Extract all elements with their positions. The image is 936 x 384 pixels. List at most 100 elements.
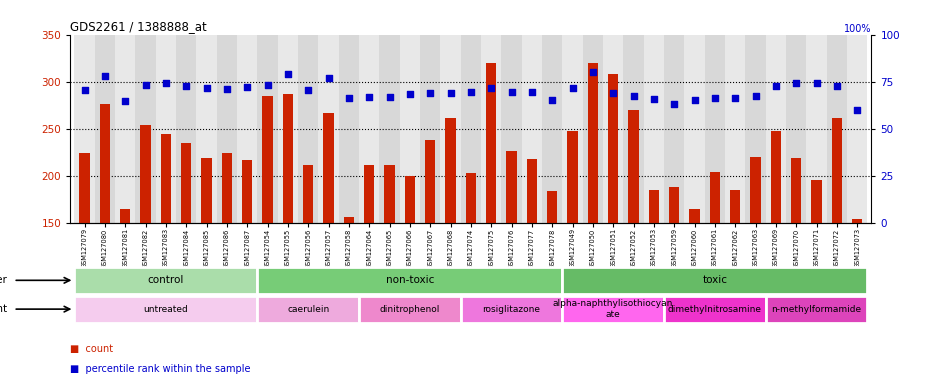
Bar [603,35,622,223]
Bar [216,35,237,223]
Text: caerulein: caerulein [286,305,329,314]
Bar [486,63,496,364]
Bar [257,296,358,323]
Bar [628,110,638,364]
Bar [80,153,90,364]
Bar [664,35,683,223]
Point [259,82,274,88]
Bar [197,35,216,223]
Point [198,85,213,91]
Point [361,94,376,100]
Point [422,90,437,96]
Point [666,101,681,107]
Point [585,69,600,75]
Bar [379,35,400,223]
Point [808,80,823,86]
Point [463,89,478,95]
Text: 100%: 100% [843,24,870,34]
Bar [806,35,826,223]
Point [605,90,620,96]
Bar [237,35,257,223]
Text: agent: agent [0,304,7,314]
Point [300,87,315,93]
Bar [400,35,419,223]
Point [564,85,579,91]
Bar [547,191,557,364]
Bar [562,296,664,323]
Bar [622,35,643,223]
Point [341,94,356,101]
Bar [826,35,846,223]
Bar [724,35,744,223]
Bar [790,158,800,364]
Bar [785,35,806,223]
Bar [181,143,191,364]
Text: n-methylformamide: n-methylformamide [770,305,861,314]
Bar [709,172,719,364]
Bar [744,35,765,223]
Text: other: other [0,275,7,285]
Bar [541,35,562,223]
Bar [201,158,212,364]
Bar [277,35,298,223]
Bar [155,35,176,223]
Point [118,98,133,104]
Bar [425,140,435,364]
Bar [161,134,170,364]
Bar [358,35,379,223]
Bar [176,35,197,223]
Point [646,96,661,103]
Bar [95,35,115,223]
Bar [607,74,618,364]
Bar [505,151,516,364]
Point [483,85,498,91]
Bar [729,190,739,364]
Text: toxic: toxic [702,275,726,285]
Bar [74,267,257,294]
Point [768,83,782,89]
Bar [562,35,582,223]
Bar [419,35,440,223]
Text: untreated: untreated [143,305,188,314]
Bar [338,35,358,223]
Point [788,79,803,86]
Text: dinitrophenol: dinitrophenol [379,305,440,314]
Bar [480,35,501,223]
Text: rosiglitazone: rosiglitazone [482,305,540,314]
Point [382,94,397,100]
Point [402,91,417,97]
Bar [241,160,252,364]
Point [625,93,640,99]
Point [544,98,559,104]
Bar [318,35,338,223]
Bar [257,267,562,294]
Point [443,90,458,96]
Point [849,107,864,113]
Bar [526,159,536,364]
Bar [344,217,354,364]
Bar [358,296,461,323]
Point [219,86,234,92]
Point [280,71,295,77]
Bar [587,63,597,364]
Text: alpha-naphthylisothiocyan
ate: alpha-naphthylisothiocyan ate [552,300,673,319]
Bar [689,209,699,364]
Bar [668,187,679,364]
Bar [562,267,867,294]
Point [240,84,255,90]
Text: non-toxic: non-toxic [386,275,433,285]
Bar [521,35,541,223]
Bar [445,118,455,364]
Point [727,94,742,101]
Point [158,80,173,86]
Bar [222,153,232,364]
Bar [140,125,151,364]
Text: ■  count: ■ count [70,344,113,354]
Bar [765,35,785,223]
Bar [846,35,867,223]
Bar [567,131,577,364]
Bar [120,209,130,364]
Point [179,83,194,89]
Text: dimethylnitrosamine: dimethylnitrosamine [667,305,761,314]
Bar [135,35,155,223]
